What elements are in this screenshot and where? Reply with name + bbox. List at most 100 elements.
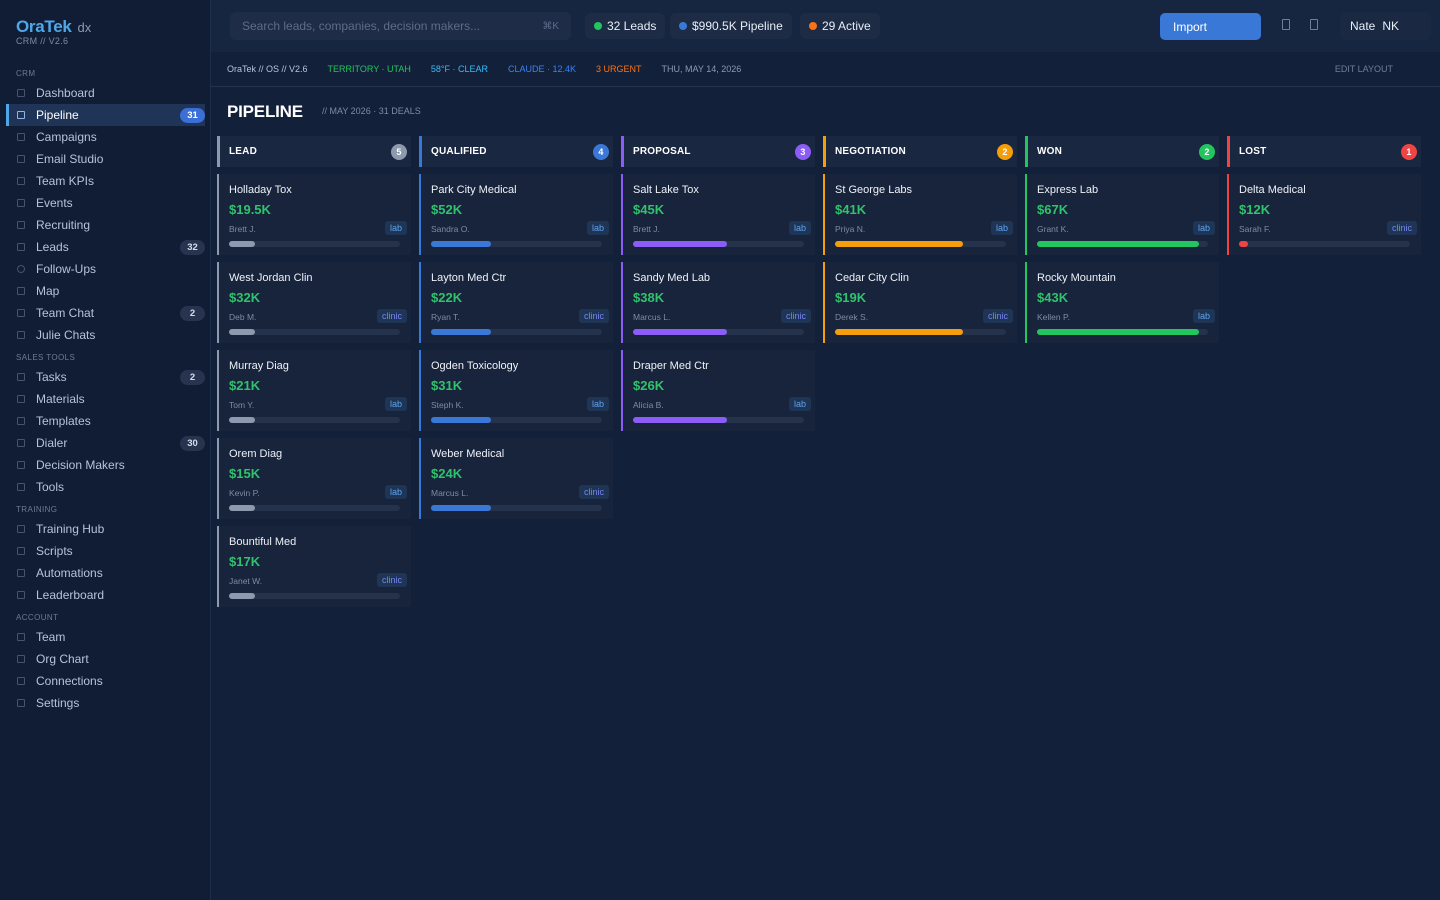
tools-icon (17, 483, 25, 491)
deal-owner: Alicia B. (633, 400, 664, 410)
sidebar-item-team-chat[interactable]: Team Chat 2 (6, 302, 205, 324)
deal-card[interactable]: Park City Medical $52K Sandra O. lab (419, 174, 613, 255)
notification-icon[interactable] (1282, 19, 1290, 30)
deal-progress-bar (229, 329, 400, 335)
deal-card[interactable]: Bountiful Med $17K Janet W. clinic (217, 526, 411, 607)
page-subtitle: // MAY 2026 · 31 DEALS (322, 106, 421, 116)
nav-section-training: TRAINING (16, 505, 58, 514)
column-header[interactable]: NEGOTIATION 2 (823, 136, 1017, 167)
column-header[interactable]: WON 2 (1025, 136, 1219, 167)
deal-progress-fill (1037, 329, 1200, 335)
sidebar-item-label: Scripts (36, 544, 73, 558)
import-button[interactable]: Import (1160, 13, 1261, 40)
sidebar-item-email-studio[interactable]: Email Studio (6, 148, 205, 170)
sidebar-item-automations[interactable]: Automations (6, 562, 205, 584)
sidebar-item-materials[interactable]: Materials (6, 388, 205, 410)
page-title: PIPELINE (227, 102, 303, 121)
column-header[interactable]: LEAD 5 (217, 136, 411, 167)
deal-value: $67K (1037, 202, 1069, 217)
column-title: WON (1037, 146, 1063, 157)
deal-card[interactable]: Weber Medical $24K Marcus L. clinic (419, 438, 613, 519)
deal-name: Layton Med Ctr (431, 272, 507, 284)
sidebar-item-follow-ups[interactable]: Follow-Ups (6, 258, 205, 280)
deal-card[interactable]: Cedar City Clin $19K Derek S. clinic (823, 262, 1017, 343)
deal-card[interactable]: Murray Diag $21K Tom Y. lab (217, 350, 411, 431)
deal-card[interactable]: Salt Lake Tox $45K Brett J. lab (621, 174, 815, 255)
edit-layout-button[interactable]: EDIT LAYOUT (1334, 64, 1393, 74)
deal-card[interactable]: Draper Med Ctr $26K Alicia B. lab (621, 350, 815, 431)
deal-tag: lab (586, 397, 609, 411)
deal-card[interactable]: Holladay Tox $19.5K Brett J. lab (217, 174, 411, 255)
user-menu[interactable]: Nate NK (1340, 12, 1431, 40)
sidebar-item-org-chart[interactable]: Org Chart (6, 648, 205, 670)
sidebar-item-label: Decision Makers (36, 458, 125, 472)
active-pill[interactable]: 29 Active (800, 13, 880, 39)
sidebar-item-team-kpis[interactable]: Team KPIs (6, 170, 205, 192)
sidebar-item-dialer[interactable]: Dialer 30 (6, 432, 205, 454)
deal-card[interactable]: Orem Diag $15K Kevin P. lab (217, 438, 411, 519)
deal-tag: clinic (376, 309, 407, 323)
column-header[interactable]: LOST 1 (1227, 136, 1421, 167)
pipeline-pill[interactable]: $990.5K Pipeline (670, 13, 792, 39)
deal-name: Delta Medical (1239, 184, 1306, 196)
scripts-icon (17, 547, 25, 555)
sidebar-item-map[interactable]: Map (6, 280, 205, 302)
column-header[interactable]: PROPOSAL 3 (621, 136, 815, 167)
deal-owner: Tom Y. (229, 400, 255, 410)
pipeline-icon (17, 111, 25, 119)
sidebar-item-label: Training Hub (36, 522, 105, 536)
column-header[interactable]: QUALIFIED 4 (419, 136, 613, 167)
sidebar-item-leaderboard[interactable]: Leaderboard (6, 584, 205, 606)
status-urgent[interactable]: 3 URGENT (596, 64, 642, 74)
deal-name: Ogden Toxicology (431, 360, 519, 372)
deal-progress-bar (431, 241, 602, 247)
deal-card[interactable]: Sandy Med Lab $38K Marcus L. clinic (621, 262, 815, 343)
sidebar-item-label: Pipeline (36, 108, 79, 122)
deal-card[interactable]: West Jordan Clin $32K Deb M. clinic (217, 262, 411, 343)
sidebar-item-leads[interactable]: Leads 32 (6, 236, 205, 258)
deal-progress-fill (229, 417, 255, 423)
deal-tag: lab (990, 221, 1013, 235)
sidebar-item-tasks[interactable]: Tasks 2 (6, 366, 205, 388)
deal-card[interactable]: Delta Medical $12K Sarah F. clinic (1227, 174, 1421, 255)
sidebar-item-tools[interactable]: Tools (6, 476, 205, 498)
sidebar-item-templates[interactable]: Templates (6, 410, 205, 432)
sidebar: OraTek dx CRM // V2.6 CRM SALES TOOLS TRAIN… (0, 0, 211, 900)
search-input[interactable]: Search leads, companies, decision makers… (230, 12, 571, 40)
sidebar-item-campaigns[interactable]: Campaigns (6, 126, 205, 148)
sidebar-item-recruiting[interactable]: Recruiting (6, 214, 205, 236)
deal-progress-fill (229, 329, 255, 335)
deal-owner: Ryan T. (431, 312, 460, 322)
sidebar-item-scripts[interactable]: Scripts (6, 540, 205, 562)
deal-card[interactable]: Ogden Toxicology $31K Steph K. lab (419, 350, 613, 431)
deal-tag: lab (384, 397, 407, 411)
recruiting-icon (17, 221, 25, 229)
deal-card[interactable]: St George Labs $41K Priya N. lab (823, 174, 1017, 255)
follow-ups-icon (17, 265, 25, 273)
status-date: THU, MAY 14, 2026 (661, 64, 742, 74)
sidebar-item-julie-chats[interactable]: Julie Chats (6, 324, 205, 346)
deal-name: Express Lab (1037, 184, 1099, 196)
sidebar-item-team[interactable]: Team (6, 626, 205, 648)
deal-value: $45K (633, 202, 665, 217)
deal-progress-bar (633, 241, 804, 247)
nav-section-sales-tools: SALES TOOLS (16, 353, 76, 362)
sidebar-item-decision-makers[interactable]: Decision Makers (6, 454, 205, 476)
deal-card[interactable]: Rocky Mountain $43K Kellen P. lab (1025, 262, 1219, 343)
tasks-icon (17, 373, 25, 381)
deal-card[interactable]: Express Lab $67K Grant K. lab (1025, 174, 1219, 255)
deal-card[interactable]: Layton Med Ctr $22K Ryan T. clinic (419, 262, 613, 343)
sidebar-item-connections[interactable]: Connections (6, 670, 205, 692)
sidebar-item-label: Email Studio (36, 152, 104, 166)
sidebar-item-training-hub[interactable]: Training Hub (6, 518, 205, 540)
leads-pill[interactable]: 32 Leads (585, 13, 666, 39)
sidebar-item-dashboard[interactable]: Dashboard (6, 82, 205, 104)
campaigns-icon (17, 133, 25, 141)
sidebar-item-pipeline[interactable]: Pipeline 31 (6, 104, 205, 126)
sidebar-item-label: Tasks (36, 370, 67, 384)
settings-icon[interactable] (1310, 19, 1318, 30)
materials-icon (17, 395, 25, 403)
sidebar-item-settings[interactable]: Settings (6, 692, 205, 714)
sidebar-item-events[interactable]: Events (6, 192, 205, 214)
brand-logo[interactable]: OraTek dx (16, 17, 91, 37)
